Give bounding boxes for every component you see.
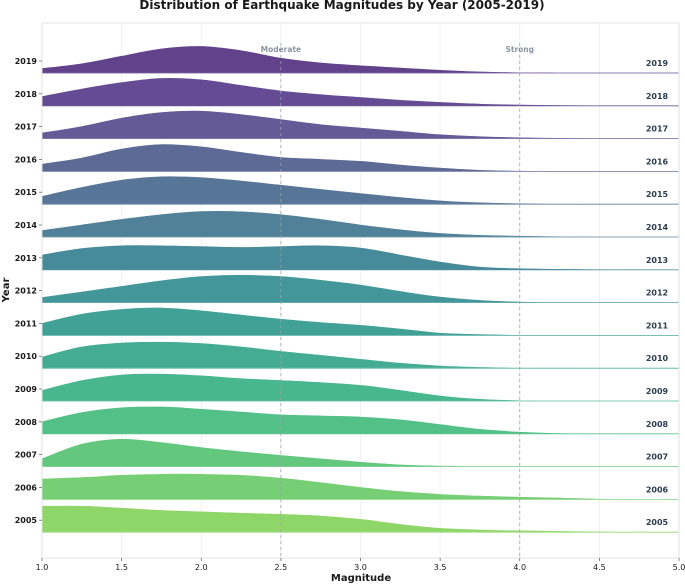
ridge-2019 (41, 45, 680, 74)
y-tick-label-2013: 2013 (15, 254, 37, 263)
right-year-label-2018: 2018 (646, 92, 669, 101)
reference-lines: Moderate Strong (261, 43, 534, 558)
reference-label-strong: Strong (505, 45, 534, 54)
x-tick-label: 3.0 (354, 563, 367, 572)
y-tick-label-2008: 2008 (15, 418, 38, 427)
x-axis-title: Magnitude (331, 573, 391, 584)
y-tick-label-2018: 2018 (15, 90, 38, 99)
x-tick-label: 3.5 (434, 563, 447, 572)
right-year-label-2007: 2007 (646, 453, 668, 462)
y-tick-label-2006: 2006 (15, 483, 38, 492)
right-year-label-2015: 2015 (646, 190, 669, 199)
right-year-label-2019: 2019 (646, 59, 669, 68)
x-tick-label: 1.0 (36, 563, 49, 572)
y-tick-label-2014: 2014 (15, 221, 38, 230)
ridge-2018 (41, 77, 680, 107)
y-tick-label-2017: 2017 (15, 123, 37, 132)
ridges (41, 45, 680, 533)
right-year-label-2011: 2011 (646, 321, 669, 330)
x-tick-label: 5.0 (673, 563, 685, 572)
right-year-label-2017: 2017 (646, 125, 668, 134)
right-year-label-2014: 2014 (646, 223, 669, 232)
x-tick-label: 1.5 (115, 563, 128, 572)
x-axis: 1.0 1.5 2.0 2.5 3.0 3.5 4.0 4.5 5.0 (36, 558, 685, 572)
y-tick-label-2019: 2019 (15, 57, 38, 66)
y-axis: 2019 2018 2017 2016 2015 2014 2013 2012 2011 2010… (15, 57, 42, 525)
x-tick-label: 2.0 (195, 563, 208, 572)
y-tick-label-2012: 2012 (15, 287, 37, 296)
right-year-label-2005: 2005 (646, 518, 669, 527)
x-tick-label: 4.0 (513, 563, 526, 572)
right-year-label-2009: 2009 (646, 387, 669, 396)
chart-title: Distribution of Earthquake Magnitudes by… (139, 0, 544, 12)
ridge-2006 (41, 473, 680, 500)
right-year-label-2016: 2016 (646, 157, 669, 166)
y-tick-label-2015: 2015 (15, 188, 38, 197)
x-tick-label: 4.5 (593, 563, 606, 572)
y-axis-title: Year (1, 278, 12, 304)
right-year-labels: 2019 2018 2017 2016 2015 2014 2013 2012 2011 2010… (646, 59, 669, 527)
right-year-label-2008: 2008 (646, 420, 669, 429)
right-year-label-2010: 2010 (646, 354, 669, 363)
y-tick-label-2011: 2011 (15, 319, 38, 328)
ridge-2012 (41, 274, 680, 303)
reference-label-moderate: Moderate (261, 45, 302, 54)
ridge-2005 (41, 505, 680, 533)
y-tick-label-2009: 2009 (15, 385, 38, 394)
y-tick-label-2010: 2010 (15, 352, 38, 361)
y-tick-label-2005: 2005 (15, 516, 38, 525)
y-tick-label-2016: 2016 (15, 155, 38, 164)
right-year-label-2006: 2006 (646, 485, 669, 494)
x-tick-label: 2.5 (275, 563, 288, 572)
ridge-2017 (41, 110, 680, 139)
ridge-2008 (41, 405, 680, 435)
ridge-2013 (41, 244, 680, 271)
right-year-label-2012: 2012 (646, 289, 668, 298)
ridge-2015 (41, 175, 680, 205)
ridge-2014 (41, 210, 680, 238)
y-tick-label-2007: 2007 (15, 451, 37, 460)
right-year-label-2013: 2013 (646, 256, 668, 265)
